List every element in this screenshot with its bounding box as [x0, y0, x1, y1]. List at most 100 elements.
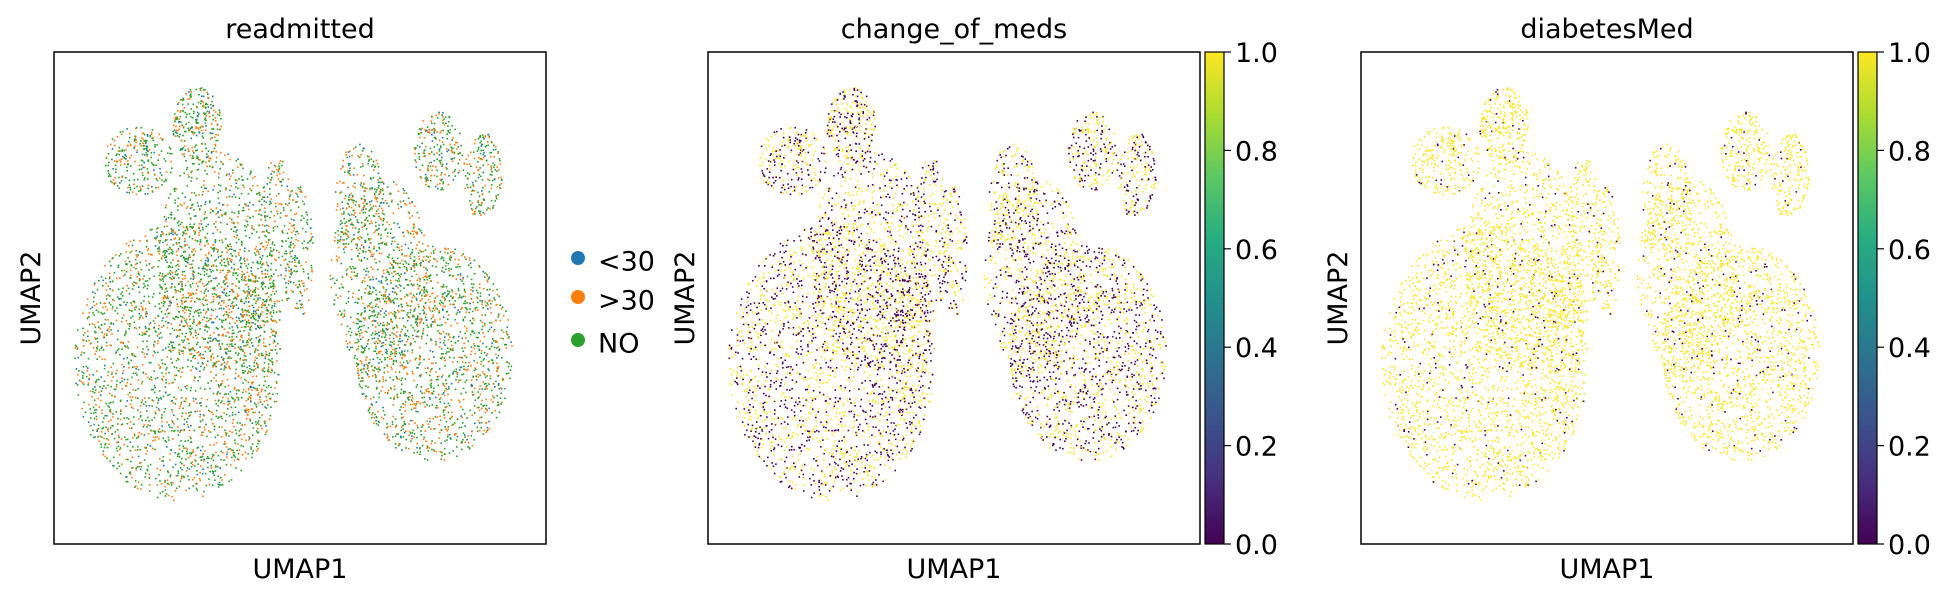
data-point — [363, 174, 365, 177]
data-point — [263, 300, 266, 303]
data-point — [111, 371, 113, 374]
data-point — [257, 448, 259, 450]
data-point — [476, 296, 478, 299]
data-point — [220, 484, 222, 486]
data-point — [421, 294, 423, 297]
data-point — [412, 326, 414, 329]
data-point — [87, 330, 89, 332]
data-point — [128, 427, 131, 429]
data-point — [421, 142, 423, 145]
data-point — [443, 394, 446, 397]
data-point — [429, 379, 432, 382]
data-point — [466, 183, 468, 186]
data-point — [414, 422, 416, 424]
data-point — [247, 205, 249, 207]
data-point — [192, 270, 194, 272]
data-point — [212, 287, 214, 290]
data-point — [348, 214, 351, 217]
data-point — [120, 410, 122, 412]
data-point — [478, 349, 481, 352]
data-point — [122, 372, 124, 375]
data-point — [199, 413, 202, 416]
data-point — [369, 303, 371, 305]
data-point — [263, 400, 266, 403]
data-point — [253, 280, 255, 283]
data-point — [177, 290, 179, 292]
data-point — [241, 209, 244, 212]
data-point — [259, 248, 261, 250]
data-point — [132, 173, 135, 175]
data-point — [137, 368, 140, 371]
data-point — [460, 296, 463, 298]
data-point — [362, 246, 365, 248]
data-point — [367, 365, 369, 367]
data-point — [290, 270, 292, 273]
data-point — [176, 263, 179, 266]
data-point — [263, 196, 266, 199]
data-point — [412, 429, 414, 432]
data-point — [235, 304, 238, 306]
data-point — [454, 388, 457, 391]
data-point — [417, 411, 419, 413]
data-point — [444, 116, 447, 119]
data-point — [107, 374, 109, 377]
data-point — [422, 120, 425, 122]
data-point — [388, 439, 390, 441]
data-point — [249, 353, 252, 355]
data-point — [355, 362, 358, 365]
data-point — [356, 273, 359, 275]
data-point — [256, 260, 259, 263]
data-point — [150, 376, 152, 378]
data-point — [118, 303, 121, 306]
data-point — [375, 205, 377, 207]
data-point — [221, 214, 223, 217]
data-point — [247, 325, 250, 328]
data-point — [388, 254, 390, 256]
data-point — [374, 350, 377, 353]
data-point — [297, 195, 299, 198]
data-point — [152, 430, 155, 432]
data-point — [286, 297, 288, 300]
data-point — [193, 131, 196, 134]
data-point — [452, 171, 454, 174]
data-point — [400, 406, 402, 408]
data-point — [267, 265, 270, 267]
data-point — [385, 289, 387, 291]
data-point — [505, 343, 508, 346]
data-point — [264, 406, 266, 408]
data-point — [391, 421, 394, 423]
data-point — [129, 269, 132, 271]
data-point — [215, 403, 217, 405]
data-point — [88, 373, 91, 376]
data-point — [129, 449, 132, 452]
data-point — [123, 436, 126, 438]
data-point — [117, 445, 120, 448]
data-point — [434, 248, 436, 251]
data-point — [121, 269, 123, 272]
data-point — [217, 191, 219, 194]
data-point — [121, 158, 123, 160]
data-point — [456, 141, 459, 144]
data-point — [498, 295, 500, 298]
data-point — [403, 265, 406, 268]
data-point — [511, 345, 513, 347]
data-point — [260, 304, 263, 306]
data-point — [277, 170, 280, 173]
data-point — [442, 129, 444, 132]
data-point — [146, 135, 149, 137]
data-point — [449, 143, 451, 146]
data-point — [265, 241, 267, 243]
data-point — [493, 166, 495, 169]
data-point — [139, 488, 142, 490]
data-point — [156, 144, 158, 146]
data-point — [125, 319, 128, 322]
data-point — [195, 367, 197, 369]
data-point — [158, 248, 161, 250]
data-point — [169, 266, 171, 268]
data-point — [206, 299, 208, 302]
data-point — [228, 173, 230, 176]
data-point — [475, 375, 477, 377]
data-point — [408, 423, 410, 425]
data-point — [178, 444, 181, 447]
data-point — [88, 311, 91, 314]
